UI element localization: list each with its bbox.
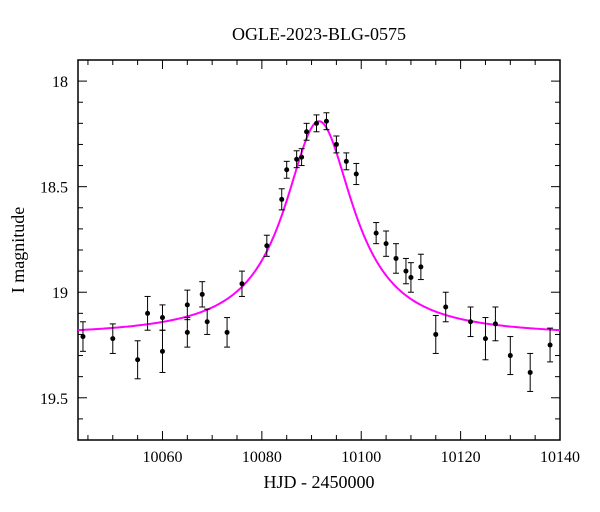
data-point bbox=[408, 275, 413, 280]
data-point bbox=[528, 370, 533, 375]
chart-title: OGLE-2023-BLG-0575 bbox=[232, 24, 406, 44]
data-point bbox=[344, 159, 349, 164]
data-point bbox=[160, 315, 165, 320]
chart-svg: 10060 10080 10100 10120 10140 18 18.5 19 19.5 OGL… bbox=[0, 0, 600, 512]
x-axis-label: HJD - 2450000 bbox=[264, 472, 375, 492]
data-point bbox=[384, 241, 389, 246]
y-tick-label: 19 bbox=[52, 285, 68, 302]
x-tick-label: 10080 bbox=[242, 449, 282, 466]
data-point bbox=[418, 264, 423, 269]
data-point bbox=[264, 243, 269, 248]
x-tick-label: 10120 bbox=[441, 449, 481, 466]
data-point bbox=[314, 121, 319, 126]
data-point bbox=[304, 129, 309, 134]
data-point bbox=[394, 256, 399, 261]
y-axis-label: I magnitude bbox=[8, 207, 28, 293]
y-tick-label: 18 bbox=[52, 74, 68, 91]
data-point bbox=[299, 155, 304, 160]
data-point bbox=[493, 321, 498, 326]
x-tick-label: 10140 bbox=[540, 449, 580, 466]
data-point bbox=[135, 357, 140, 362]
data-point bbox=[548, 343, 553, 348]
lightcurve-chart: 10060 10080 10100 10120 10140 18 18.5 19 19.5 OGL… bbox=[0, 0, 600, 512]
data-point bbox=[508, 353, 513, 358]
data-point bbox=[294, 157, 299, 162]
data-point bbox=[324, 119, 329, 124]
data-point bbox=[374, 231, 379, 236]
y-tick-label: 19.5 bbox=[40, 391, 68, 408]
data-point bbox=[185, 302, 190, 307]
data-point bbox=[354, 172, 359, 177]
data-point bbox=[443, 305, 448, 310]
data-point bbox=[279, 197, 284, 202]
x-tick-label: 10100 bbox=[341, 449, 381, 466]
data-point bbox=[239, 281, 244, 286]
data-point bbox=[145, 311, 150, 316]
data-point bbox=[334, 142, 339, 147]
x-tick-label: 10060 bbox=[142, 449, 182, 466]
data-point bbox=[200, 292, 205, 297]
data-point bbox=[80, 334, 85, 339]
data-point bbox=[284, 167, 289, 172]
data-point bbox=[205, 319, 210, 324]
data-point bbox=[225, 330, 230, 335]
data-point bbox=[110, 336, 115, 341]
data-point bbox=[403, 269, 408, 274]
data-point bbox=[433, 332, 438, 337]
data-point bbox=[185, 330, 190, 335]
data-point bbox=[160, 349, 165, 354]
data-point bbox=[483, 336, 488, 341]
data-point bbox=[468, 319, 473, 324]
y-tick-label: 18.5 bbox=[40, 180, 68, 197]
